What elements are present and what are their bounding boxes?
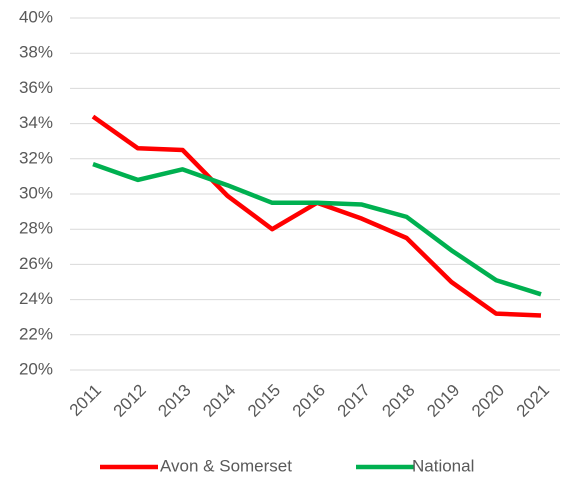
x-tick-label: 2016 [289,381,329,421]
x-tick-label: 2013 [154,381,194,421]
series-line [92,161,542,297]
x-tick-label: 2014 [199,381,239,421]
x-tick-label: 2015 [244,381,284,421]
y-tick-label: 40% [19,7,53,26]
y-tick-label: 38% [19,43,53,62]
y-tick-label: 26% [19,254,53,273]
x-tick-label: 2021 [513,381,553,421]
y-tick-label: 28% [19,219,53,238]
series-line [91,114,542,318]
y-tick-label: 36% [19,78,53,97]
x-tick-label: 2018 [378,381,418,421]
y-tick-label: 30% [19,183,53,202]
y-tick-label: 20% [19,359,53,378]
x-tick-label: 2020 [468,381,508,421]
legend-label: National [412,456,474,475]
y-tick-label: 34% [19,113,53,132]
x-tick-label: 2011 [66,381,105,420]
y-tick-label: 22% [19,324,53,343]
y-tick-label: 32% [19,148,53,167]
x-tick-label: 2012 [110,381,150,421]
legend-label: Avon & Somerset [160,456,292,475]
x-tick-label: 2019 [423,381,463,421]
y-tick-label: 24% [19,289,53,308]
x-tick-label: 2017 [334,381,374,421]
